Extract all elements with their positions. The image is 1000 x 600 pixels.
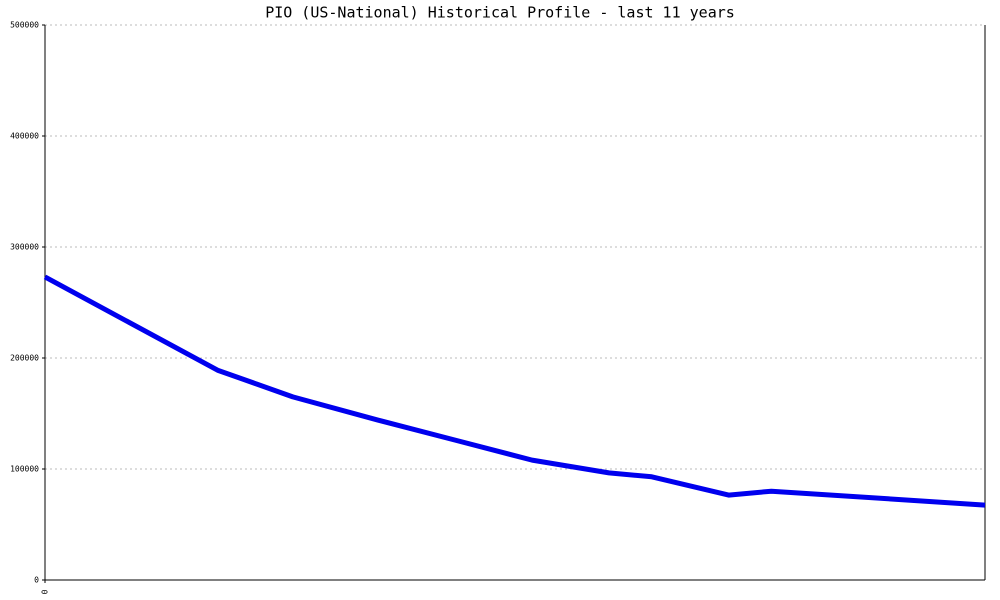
y-tick-label: 500000 xyxy=(10,21,39,30)
y-tick-label: 0 xyxy=(34,576,39,585)
data-line xyxy=(43,274,986,508)
y-tick-label: 300000 xyxy=(10,243,39,252)
chart-title: PIO (US-National) Historical Profile - l… xyxy=(265,4,735,22)
y-tick-label: 400000 xyxy=(10,132,39,141)
x-tick-label: 0 xyxy=(41,589,50,594)
y-tick-label: 100000 xyxy=(10,465,39,474)
y-tick-label: 200000 xyxy=(10,354,39,363)
